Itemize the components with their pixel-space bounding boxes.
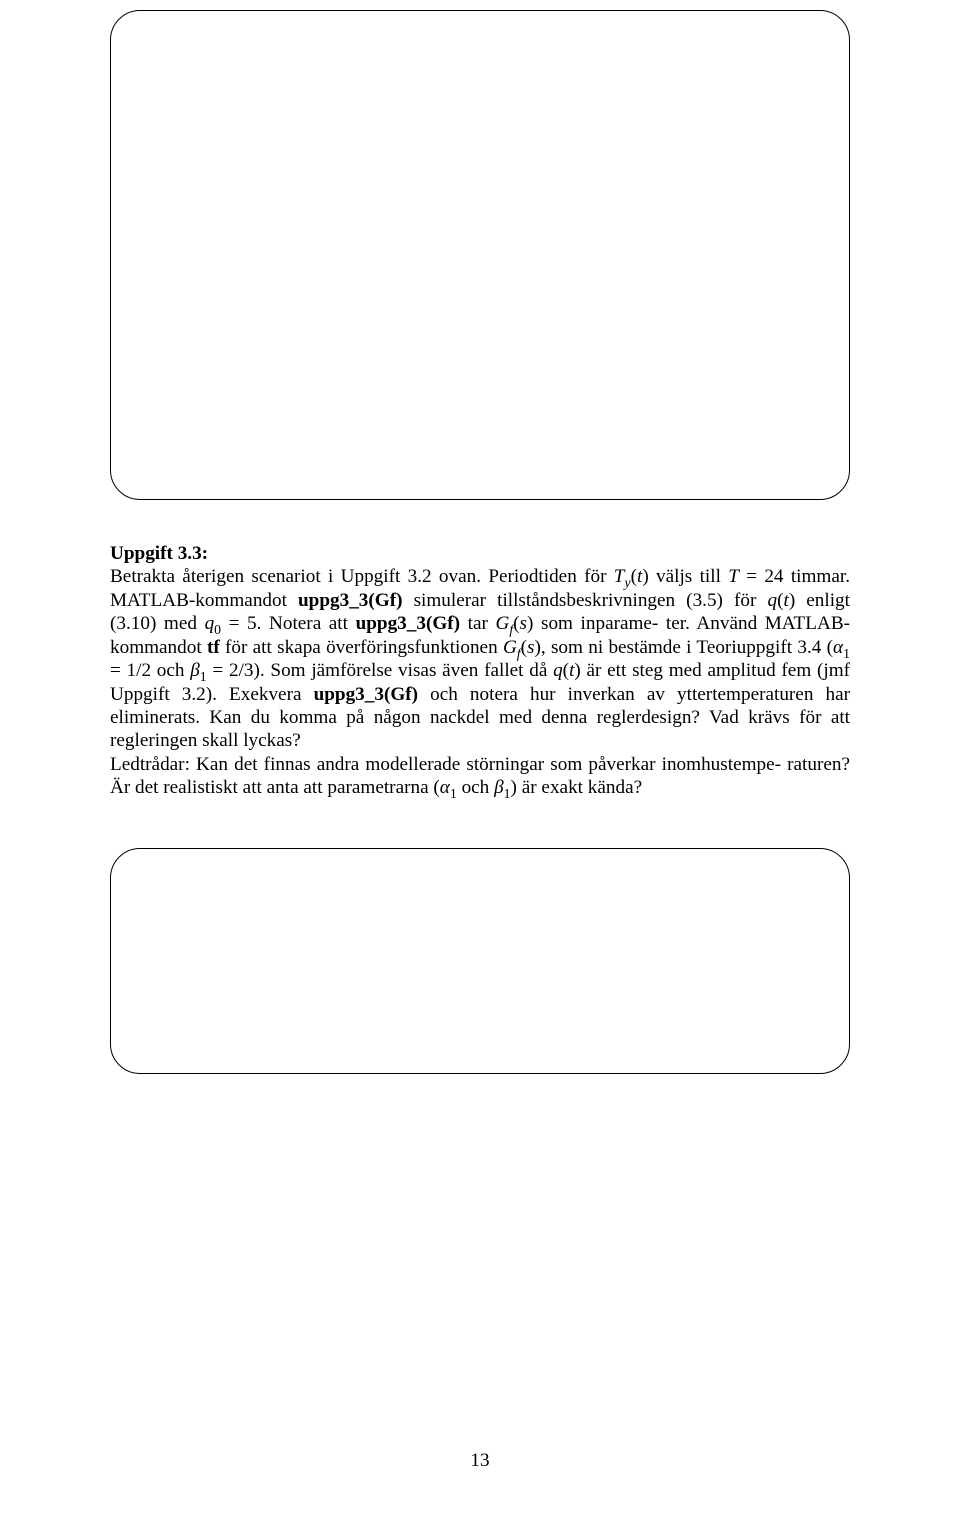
text: ) som inparame- — [527, 613, 658, 634]
text: tar — [460, 613, 495, 634]
math: G — [503, 637, 517, 658]
text: = 5. Notera att — [221, 613, 356, 634]
math-sub: 1 — [504, 786, 511, 801]
text: ) väljs till — [642, 566, 728, 587]
math-sub: 1 — [843, 646, 850, 661]
text: bestämde i Teoriuppgift 3.4 ( — [608, 637, 833, 658]
text: = 2/3). Som jämförelse visas även fallet… — [207, 660, 548, 681]
math: β — [494, 777, 504, 798]
answer-box-bottom — [110, 848, 850, 1074]
text: för — [734, 590, 767, 611]
math: α — [440, 777, 450, 798]
math: q — [767, 590, 777, 611]
math: s — [520, 613, 527, 634]
text: och notera — [418, 684, 518, 705]
text: = 1/2 och — [110, 660, 190, 681]
math: T — [614, 566, 625, 587]
text: ), som ni — [535, 637, 604, 658]
text: Ledtrådar: Kan det finnas andra modeller… — [110, 754, 781, 775]
text: för att skapa överföringsfunktionen — [220, 637, 503, 658]
math-sub: 1 — [450, 786, 457, 801]
matlab-cmd: uppg3_3(Gf) — [298, 590, 402, 611]
answer-box-top — [110, 10, 850, 500]
matlab-cmd: uppg3_3(Gf) — [314, 684, 418, 705]
math: s — [527, 637, 534, 658]
math: T — [728, 566, 739, 587]
matlab-cmd: uppg3_3(Gf) — [356, 613, 460, 634]
text: simulerar tillståndsbeskrivningen (3.5) — [403, 590, 723, 611]
text: = 24 — [739, 566, 784, 587]
math: β — [190, 660, 200, 681]
math-sub: 1 — [200, 669, 207, 684]
math: α — [833, 637, 843, 658]
text: ) är exakt kända? — [511, 777, 643, 798]
text: Betrakta återigen scenariot i Uppgift 3.… — [110, 566, 614, 587]
math: q — [553, 660, 563, 681]
math: G — [495, 613, 509, 634]
exercise-text: Uppgift 3.3: Betrakta återigen scenariot… — [110, 542, 850, 800]
page-number: 13 — [0, 1450, 960, 1472]
text: och — [457, 777, 494, 798]
exercise-heading: Uppgift 3.3: — [110, 543, 208, 564]
matlab-cmd: tf — [207, 637, 220, 658]
math: q — [205, 613, 215, 634]
